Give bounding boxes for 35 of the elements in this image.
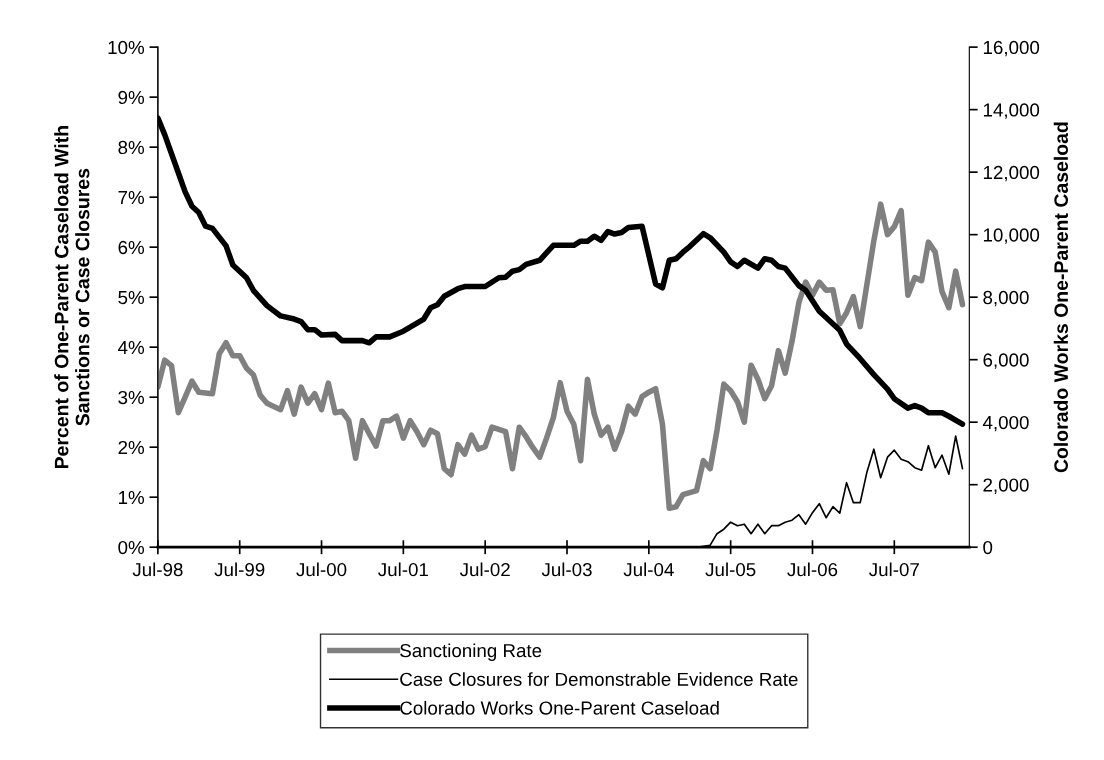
x-tick-label: Jul-02: [459, 562, 510, 577]
x-tick-label: Jul-03: [541, 562, 592, 577]
x-tick-label: Jul-04: [623, 562, 674, 577]
x-tick-label: Jul-98: [132, 562, 183, 577]
y-tick-label: 0%: [118, 540, 145, 555]
y2-tick-label: 16,000: [983, 40, 1040, 57]
y-tick-label: 1%: [119, 490, 145, 505]
legend-label: Sanctioning Rate: [400, 643, 542, 661]
y-tick-label: 6%: [118, 240, 145, 255]
y-tick-label: 8%: [118, 140, 145, 155]
x-tick-label: Jul-05: [705, 562, 756, 577]
y2-tick-label: 8,000: [983, 290, 1029, 307]
y-tick-label: 10%: [108, 40, 145, 55]
y-tick-label: 5%: [118, 290, 145, 305]
y2-tick-label: 4,000: [982, 415, 1029, 432]
y2-axis-title: Colorado Works One-Parent Caseload: [1053, 122, 1069, 473]
y-tick-label: 7%: [118, 190, 145, 205]
y2-tick-label: 6,000: [983, 353, 1029, 369]
x-tick-label: Jul-00: [296, 562, 347, 577]
y2-tick-label: 12,000: [983, 165, 1040, 182]
y2-tick-label: 2,000: [983, 478, 1029, 494]
x-tick-label: Jul-99: [214, 562, 265, 577]
y2-tick-label: 0: [983, 540, 993, 555]
y-axis-title: Percent of One-Parent Caseload With Sanctions or Case Closures: [54, 126, 90, 469]
y2-tick-label: 10,000: [983, 228, 1040, 244]
x-tick-label: Jul-06: [787, 562, 838, 577]
y-tick-label: 9%: [118, 90, 145, 105]
legend-label: Colorado Works One-Parent Caseload: [400, 700, 719, 715]
y2-tick-label: 14,000: [983, 103, 1040, 119]
x-tick-label: Jul-01: [378, 562, 428, 577]
y-tick-label: 2%: [118, 440, 145, 455]
y-tick-label: 3%: [118, 390, 145, 405]
y-tick-label: 4%: [118, 340, 145, 355]
x-tick-label: Jul-07: [869, 562, 919, 577]
legend-label: Case Closures for Demonstrable Evidence Rate: [400, 672, 798, 686]
